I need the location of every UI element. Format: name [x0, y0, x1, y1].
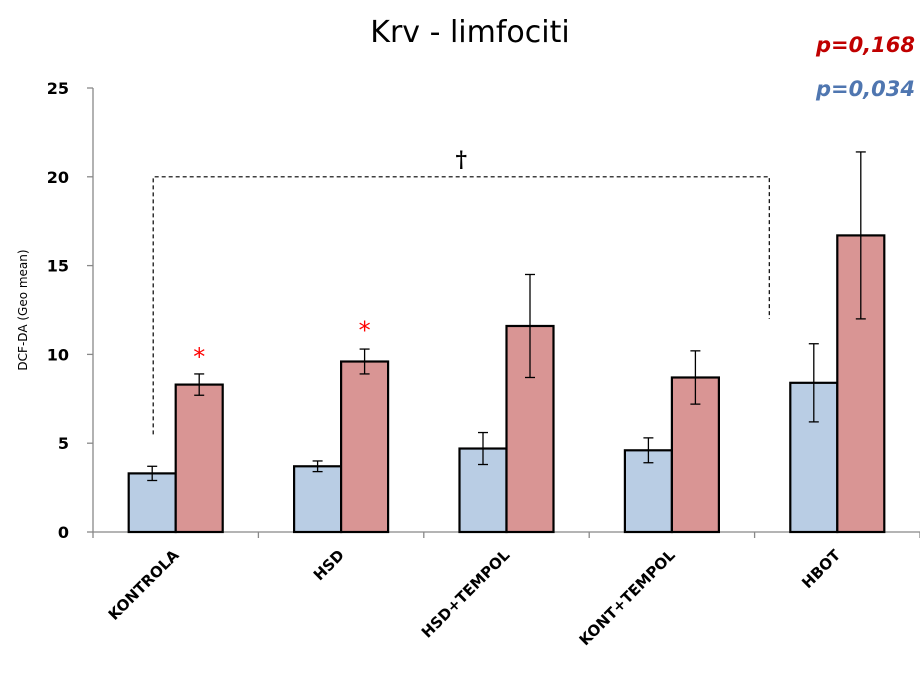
y-tick-label: 20	[47, 168, 69, 187]
x-tick-label: KONT+TEMPOL	[576, 546, 679, 649]
bar	[127, 472, 177, 534]
p-value-red: p=0,168	[815, 33, 915, 57]
bar	[293, 465, 343, 534]
y-tick-label: 10	[47, 345, 69, 364]
axes: 0 5 10 15 20 25 KONTROLA HSD HSD+TEMPOL KONT+TEMP…	[47, 79, 920, 649]
significance-bracket	[152, 176, 770, 435]
bar	[340, 360, 390, 534]
y-axis-label: DCF-DA (Geo mean)	[16, 249, 30, 370]
p-value-blue: p=0,034	[815, 77, 915, 101]
x-tick-label: HBOT	[798, 546, 844, 592]
x-tick-label: HSD+TEMPOL	[418, 546, 514, 642]
x-tick-label: HSD	[310, 546, 348, 584]
chart-title: Krv - limfociti	[370, 15, 569, 50]
dagger-mark: †	[455, 147, 467, 173]
bar	[174, 383, 224, 534]
y-tick-label: 25	[47, 79, 69, 98]
x-tick-label: KONTROLA	[105, 546, 183, 624]
y-tick-label: 0	[58, 523, 69, 542]
significance-star: *	[193, 343, 205, 371]
y-tick-label: 5	[58, 434, 69, 453]
annotations: * * †	[152, 147, 770, 435]
significance-star: *	[359, 316, 371, 344]
bars	[127, 151, 886, 534]
y-tick-label: 15	[47, 257, 69, 276]
